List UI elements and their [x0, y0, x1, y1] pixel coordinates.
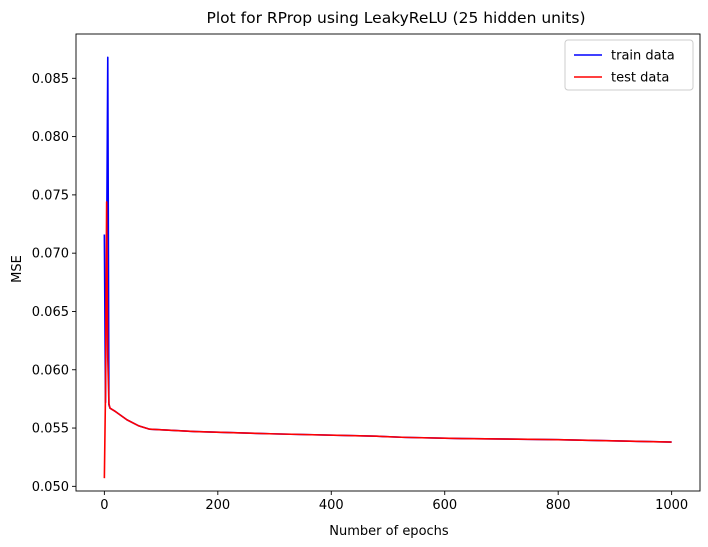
x-tick-label: 600	[432, 498, 457, 513]
y-tick-label: 0.075	[32, 188, 69, 203]
x-tick-label: 200	[205, 498, 230, 513]
x-tick-label: 800	[546, 498, 571, 513]
y-tick-label: 0.065	[32, 305, 69, 320]
y-tick-label: 0.085	[32, 72, 69, 87]
y-tick-label: 0.050	[32, 480, 69, 495]
y-tick-label: 0.080	[32, 130, 69, 145]
plot-area: 0 200 400 600 800 1000 0.050 0.055 0.060 0.065 0.0…	[32, 33, 701, 513]
x-axis-label: Number of epochs	[329, 524, 449, 539]
y-tick-label: 0.060	[32, 363, 69, 378]
series-line-train-data	[103, 56, 672, 443]
x-tick-label: 1000	[655, 498, 688, 513]
y-axis-label: MSE	[10, 255, 25, 283]
x-tick-label: 400	[319, 498, 344, 513]
series-line-test-data	[103, 201, 672, 479]
y-tick-label: 0.055	[32, 422, 69, 437]
legend-label-train-data: train data	[611, 49, 675, 64]
y-tick-label: 0.070	[32, 247, 69, 262]
chart-title: Plot for RProp using LeakyReLU (25 hidde…	[207, 9, 586, 27]
plot-frame	[75, 33, 701, 492]
x-tick-label: 0	[100, 498, 108, 513]
legend-label-test-data: test data	[611, 71, 669, 86]
